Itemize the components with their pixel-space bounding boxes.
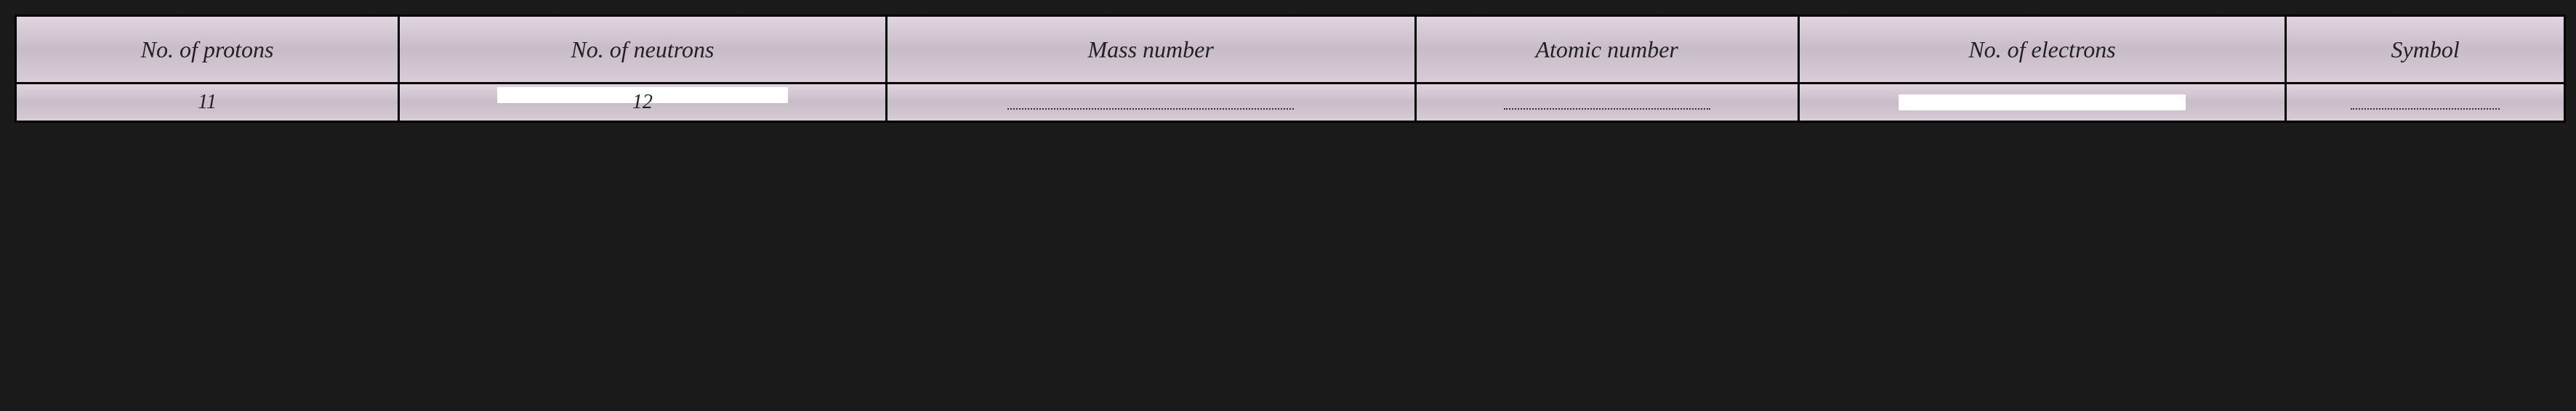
data-row: 11 12 — [17, 84, 2564, 121]
value-neutrons-text: 12 — [632, 91, 653, 114]
header-electrons: No. of electrons — [1800, 17, 2287, 82]
value-protons: 11 — [17, 84, 400, 121]
header-atomic: Atomic number — [1417, 17, 1800, 82]
header-mass: Mass number — [887, 17, 1417, 82]
atomic-table: No. of protons No. of neutrons Mass numb… — [15, 15, 2566, 123]
fill-blank-icon — [1007, 95, 1294, 110]
fill-blank-icon — [1504, 95, 1710, 110]
fill-blank-icon — [2351, 95, 2500, 110]
blank-mass — [887, 84, 1417, 121]
blank-symbol — [2287, 84, 2564, 121]
header-protons: No. of protons — [17, 17, 400, 82]
fill-blank-icon — [1899, 94, 2186, 110]
blank-atomic — [1417, 84, 1800, 121]
header-row: No. of protons No. of neutrons Mass numb… — [17, 17, 2564, 84]
value-neutrons: 12 — [400, 84, 887, 121]
header-neutrons: No. of neutrons — [400, 17, 887, 82]
header-symbol: Symbol — [2287, 17, 2564, 82]
blank-electrons — [1800, 84, 2287, 121]
